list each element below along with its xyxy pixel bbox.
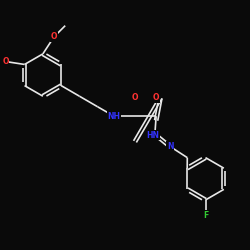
- Text: F: F: [203, 211, 208, 220]
- Text: NH: NH: [107, 112, 120, 121]
- Text: O: O: [51, 32, 57, 41]
- Text: O: O: [132, 94, 138, 102]
- Text: O: O: [2, 57, 9, 66]
- Text: HN: HN: [146, 131, 159, 140]
- Text: O: O: [153, 94, 160, 102]
- Text: N: N: [167, 142, 173, 151]
